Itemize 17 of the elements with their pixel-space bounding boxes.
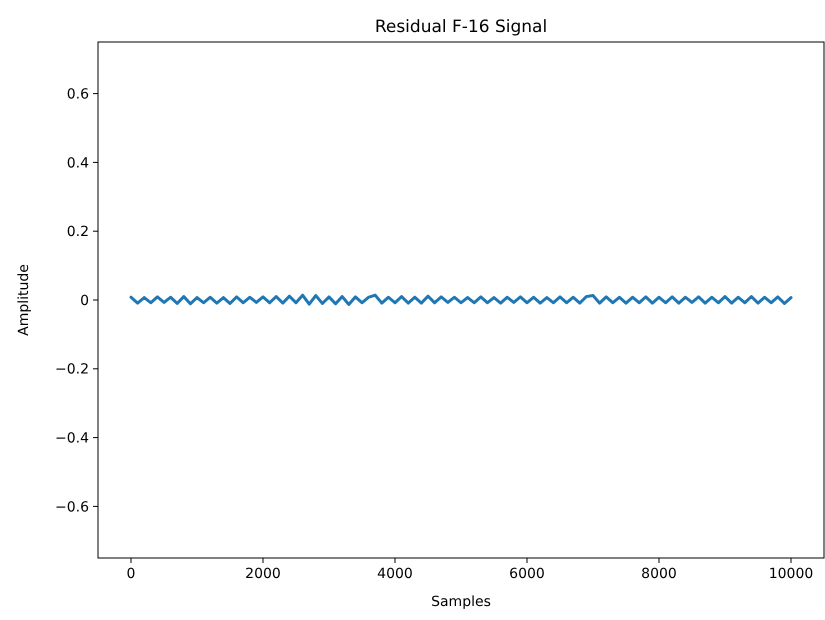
x-tick-label: 10000 (768, 566, 814, 582)
y-tick-label: −0.4 (55, 430, 90, 446)
y-tick-label: 0.6 (66, 86, 90, 102)
y-tick-label: −0.2 (55, 362, 89, 378)
x-axis-title: Samples (431, 594, 491, 610)
y-tick-label: 0.2 (66, 224, 89, 240)
y-axis-title: Amplitude (16, 264, 32, 336)
x-tick-label: 2000 (245, 566, 281, 582)
y-tick-label: −0.6 (55, 499, 90, 516)
x-tick-label: 6000 (509, 566, 545, 582)
x-tick-label: 4000 (377, 566, 413, 582)
line-series (130, 294, 792, 306)
x-tick-label: 0 (126, 566, 136, 582)
y-tick-label: 0 (80, 292, 89, 309)
y-tick-label: 0.4 (66, 155, 90, 172)
x-tick-label: 8000 (641, 566, 677, 582)
chart-title: Residual F-16 Signal (374, 17, 548, 37)
